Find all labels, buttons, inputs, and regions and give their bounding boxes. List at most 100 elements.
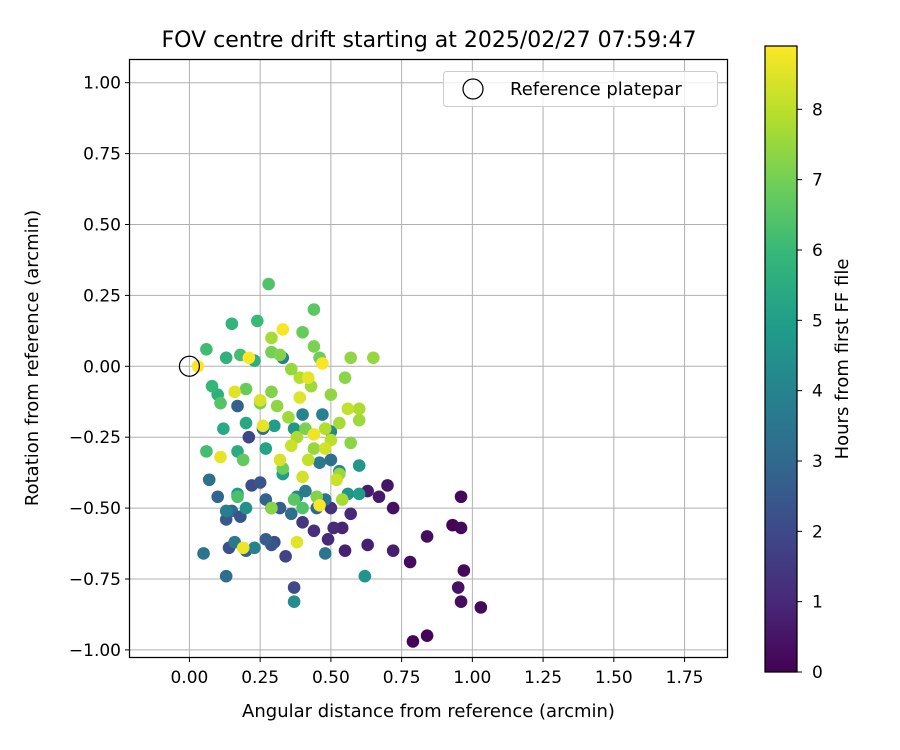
y-tick-label: −0.25 bbox=[69, 428, 121, 448]
data-point bbox=[381, 479, 394, 492]
colorbar-tick-label: 7 bbox=[812, 171, 823, 191]
data-point bbox=[457, 564, 471, 577]
data-point bbox=[327, 521, 341, 535]
data-point bbox=[273, 348, 287, 362]
y-tick-label: 0.75 bbox=[83, 145, 121, 165]
y-tick-label: −1.00 bbox=[69, 641, 121, 661]
data-point bbox=[236, 453, 250, 467]
data-point bbox=[248, 541, 261, 555]
data-point bbox=[372, 490, 386, 504]
data-point bbox=[282, 411, 295, 424]
data-point bbox=[301, 371, 315, 384]
x-tick-label: 1.25 bbox=[524, 668, 562, 688]
data-point bbox=[256, 419, 270, 433]
data-point bbox=[251, 314, 264, 328]
data-point bbox=[406, 635, 420, 648]
reference-platepar-marker bbox=[178, 355, 201, 377]
data-point bbox=[214, 450, 227, 464]
data-point bbox=[239, 416, 253, 430]
data-point bbox=[352, 459, 366, 472]
x-tick-label: 0.25 bbox=[241, 668, 279, 688]
data-point bbox=[403, 555, 417, 569]
data-point bbox=[293, 391, 307, 404]
data-point bbox=[219, 504, 233, 518]
colorbar bbox=[764, 45, 798, 673]
legend-marker-reference-icon bbox=[462, 78, 484, 100]
data-point bbox=[318, 547, 332, 560]
colorbar-tick-label: 6 bbox=[812, 241, 823, 261]
data-point bbox=[316, 357, 329, 370]
data-point bbox=[420, 629, 434, 643]
data-point bbox=[242, 351, 256, 365]
colorbar-tick-label: 8 bbox=[812, 100, 823, 120]
data-point bbox=[307, 428, 321, 441]
data-point bbox=[287, 493, 301, 506]
data-point bbox=[301, 453, 315, 467]
data-point bbox=[344, 436, 357, 450]
y-tick-label: 0.00 bbox=[83, 357, 121, 377]
data-point bbox=[276, 323, 290, 336]
x-tick-label: 1.50 bbox=[595, 668, 633, 688]
legend-box bbox=[443, 71, 718, 107]
data-point bbox=[338, 371, 352, 384]
data-point bbox=[284, 507, 298, 521]
x-axis-label: Angular distance from reference (arcmin) bbox=[242, 701, 615, 722]
data-point bbox=[451, 581, 465, 594]
data-point bbox=[420, 530, 434, 543]
data-point bbox=[321, 533, 335, 546]
colorbar-tick-label: 4 bbox=[812, 382, 823, 402]
data-point bbox=[202, 473, 216, 487]
data-point bbox=[324, 388, 338, 401]
colorbar-ticks: 0 1 2 3 4 5 6 7 8 bbox=[797, 100, 823, 683]
colorbar-tick-label: 0 bbox=[812, 663, 823, 683]
chart-title: FOV centre drift starting at 2025/02/27 … bbox=[162, 28, 697, 53]
colorbar-tick-label: 3 bbox=[812, 452, 823, 472]
data-point bbox=[296, 501, 309, 515]
data-point bbox=[344, 507, 357, 521]
data-point bbox=[330, 473, 343, 487]
data-point bbox=[231, 490, 244, 504]
data-point bbox=[290, 535, 304, 549]
data-point bbox=[352, 487, 366, 501]
data-point bbox=[214, 396, 227, 410]
data-point bbox=[474, 601, 488, 614]
reference-marker-group bbox=[178, 355, 201, 377]
data-point bbox=[200, 445, 213, 458]
data-point bbox=[217, 422, 230, 435]
data-point bbox=[259, 533, 273, 546]
data-point bbox=[307, 442, 321, 455]
data-point bbox=[228, 385, 241, 399]
x-tick-label: 1.00 bbox=[453, 668, 491, 688]
data-point bbox=[454, 595, 468, 608]
data-point bbox=[316, 408, 329, 421]
data-point bbox=[287, 595, 301, 608]
y-tick-label: 1.00 bbox=[83, 74, 121, 94]
y-tick-label: 0.25 bbox=[83, 286, 121, 306]
data-point bbox=[211, 490, 225, 504]
legend: Reference platepar bbox=[443, 71, 718, 107]
data-point bbox=[236, 541, 250, 555]
data-point bbox=[265, 331, 278, 345]
data-point bbox=[284, 362, 298, 376]
data-point bbox=[279, 550, 292, 563]
x-axis-ticks: 0.00 0.25 0.50 0.75 1.00 1.25 1.50 1.75 bbox=[170, 657, 703, 688]
data-point bbox=[367, 351, 380, 365]
data-point bbox=[200, 342, 213, 356]
grid-lines bbox=[130, 60, 727, 657]
colorbar-tick-label: 1 bbox=[812, 593, 823, 613]
data-point bbox=[270, 399, 284, 413]
data-point bbox=[454, 521, 468, 535]
data-point bbox=[197, 547, 210, 560]
data-points bbox=[191, 277, 488, 648]
y-tick-label: −0.50 bbox=[69, 499, 121, 519]
colorbar-label: Hours from first FF file bbox=[832, 259, 853, 460]
x-tick-label: 0.00 bbox=[170, 668, 208, 688]
data-point bbox=[352, 402, 366, 416]
data-point bbox=[239, 501, 253, 515]
x-tick-label: 0.75 bbox=[383, 668, 421, 688]
data-point bbox=[265, 385, 278, 399]
colorbar-tick-label: 2 bbox=[812, 522, 823, 542]
data-point bbox=[361, 538, 374, 552]
